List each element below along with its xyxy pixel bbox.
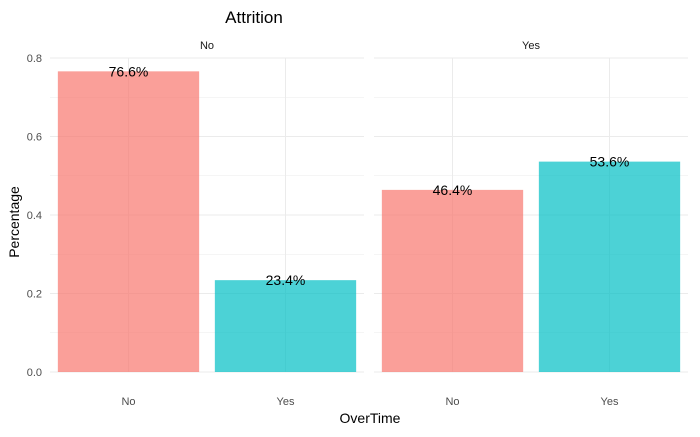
bar bbox=[214, 280, 357, 372]
bar-value-label: 23.4% bbox=[266, 272, 306, 288]
y-tick-label: 0.8 bbox=[27, 53, 42, 65]
facet-panel-no: No 76.6% No 23.4% Yes bbox=[50, 40, 364, 408]
x-tick-label: No bbox=[121, 396, 135, 408]
y-tick-label: 0.4 bbox=[27, 210, 42, 222]
facet-strip-label: No bbox=[200, 40, 214, 52]
x-axis-label: OverTime bbox=[340, 410, 401, 426]
bar bbox=[381, 189, 524, 372]
x-tick-label: Yes bbox=[277, 396, 295, 408]
facet-panel-yes: Yes 46.4% No 53.6% Yes bbox=[374, 40, 688, 408]
facets: 0.0 0.2 0.4 0.6 0.8 No 76.6% No 23.4% Yes Yes 46.4%… bbox=[27, 40, 688, 408]
x-tick-label: No bbox=[445, 396, 459, 408]
bar bbox=[538, 161, 681, 372]
bar-value-label: 46.4% bbox=[433, 182, 473, 198]
bar-value-label: 76.6% bbox=[109, 63, 149, 79]
x-tick-label: Yes bbox=[601, 396, 619, 408]
chart-title: Attrition bbox=[225, 8, 283, 27]
y-tick-label: 0.6 bbox=[27, 132, 42, 144]
bar-value-label: 53.6% bbox=[590, 154, 630, 170]
y-tick-label: 0.0 bbox=[27, 367, 42, 379]
y-tick-label: 0.2 bbox=[27, 289, 42, 301]
facet-strip-label: Yes bbox=[522, 40, 540, 52]
bar bbox=[57, 71, 200, 372]
y-axis-label: Percentage bbox=[6, 186, 22, 258]
